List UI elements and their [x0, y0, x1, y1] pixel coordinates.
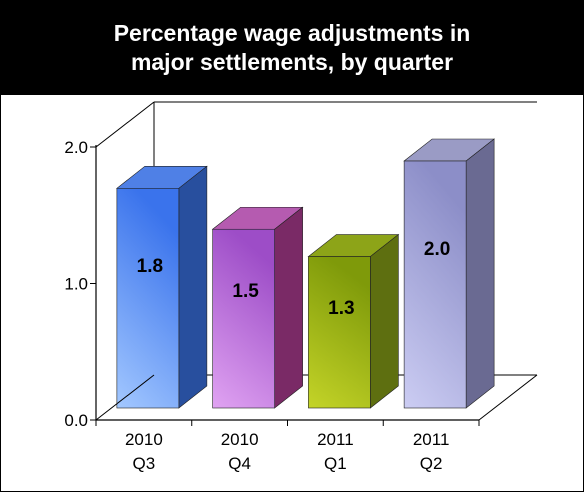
labels-group: 0.0 1.0 2.0 2010 Q3 2010 Q4 2011 Q1 2011 Q2 1.8 1.5 1… — [64, 138, 450, 473]
x-tick-label: 2010 — [125, 430, 163, 449]
bar-side-face — [370, 233, 399, 409]
bar — [308, 256, 371, 409]
bar — [116, 188, 180, 409]
bar-side-face — [465, 138, 495, 409]
bar — [403, 160, 467, 409]
bar-data-label: 1.5 — [232, 281, 259, 302]
right-floor-edge — [478, 374, 538, 421]
bar-side-face — [274, 206, 303, 409]
bars-group — [116, 138, 495, 409]
bar-data-label: 1.8 — [137, 256, 163, 277]
x-tick-label: Q4 — [228, 454, 251, 473]
bar-data-label: 2.0 — [424, 239, 450, 260]
bar-side-face — [178, 165, 208, 409]
left-floor-edge — [95, 374, 155, 421]
x-tick-label: 2010 — [221, 430, 259, 449]
x-tick-label: Q2 — [420, 454, 443, 473]
y-tick-label: 2.0 — [64, 138, 88, 157]
x-tick-label: 2011 — [413, 430, 450, 449]
side-wall-top-edge — [95, 101, 155, 148]
y-tick-label: 1.0 — [64, 275, 88, 294]
chart-title: Percentage wage adjustments in major set… — [113, 20, 471, 75]
x-tick-label: 2011 — [317, 430, 354, 449]
x-tick-label: Q3 — [133, 454, 156, 473]
x-tick-label: Q1 — [324, 454, 347, 473]
bar — [212, 228, 275, 409]
title-bar: Percentage wage adjustments in major set… — [1, 1, 583, 95]
y-tick-label: 0.0 — [64, 411, 88, 430]
bar-data-label: 1.3 — [328, 298, 354, 319]
axes-group — [90, 145, 480, 426]
